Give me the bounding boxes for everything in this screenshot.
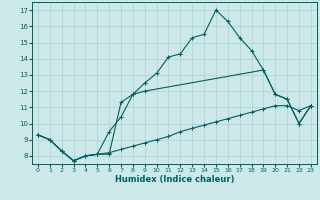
X-axis label: Humidex (Indice chaleur): Humidex (Indice chaleur) [115,175,234,184]
